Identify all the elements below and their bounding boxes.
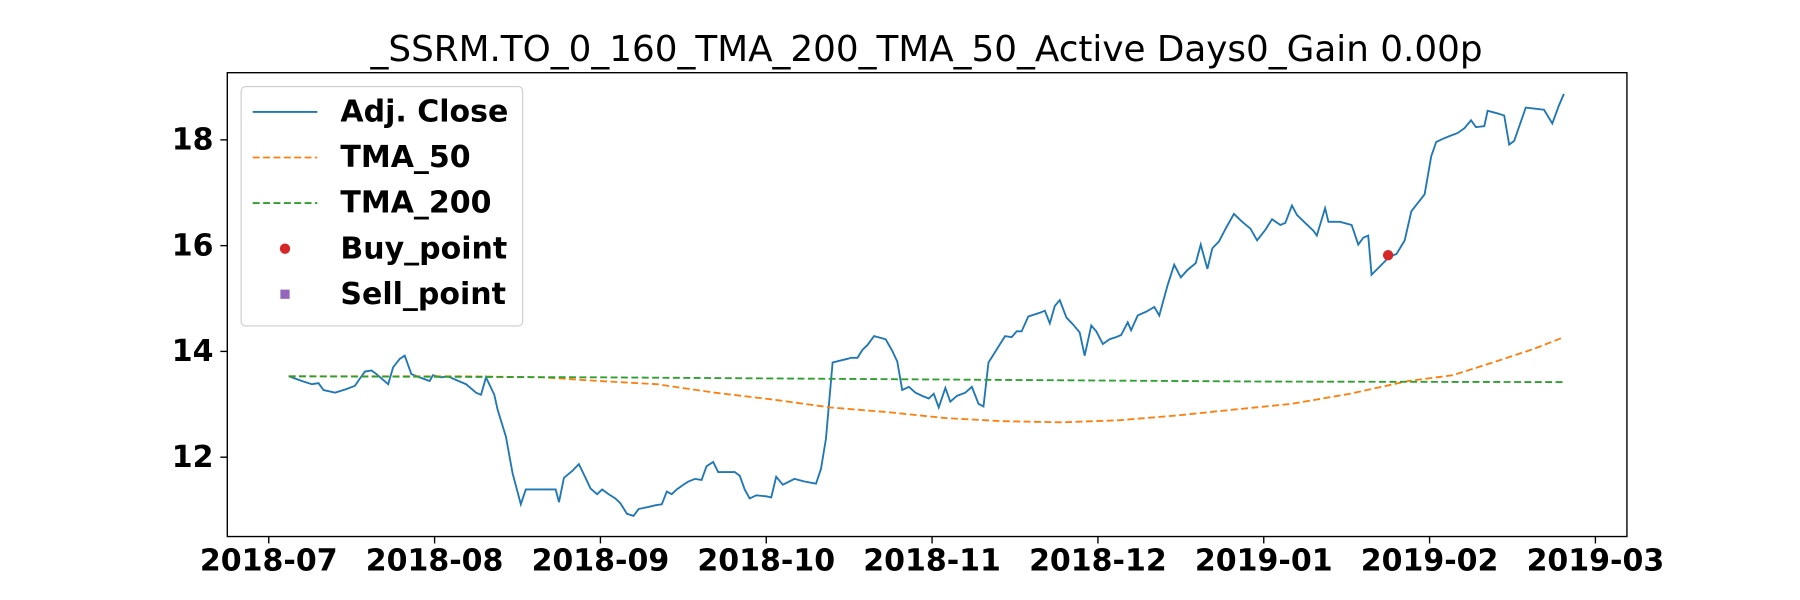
marker [279, 243, 291, 254]
marker [280, 289, 290, 299]
x-tick-label: 2018-12 [1029, 543, 1167, 578]
y-tick-label: 14 [172, 334, 214, 369]
x-tick-label: 2019-03 [1527, 543, 1665, 578]
series-line [288, 375, 1564, 384]
legend-label: TMA_200 [340, 186, 491, 221]
x-tick-label: 2019-01 [1195, 543, 1333, 578]
axes-frame [226, 72, 1628, 538]
legend-label: TMA_50 [340, 140, 470, 175]
y-tick-label: 16 [172, 228, 214, 263]
x-tick-label: 2019-02 [1361, 543, 1499, 578]
legend-label: Sell_point [340, 277, 506, 312]
legend-label: Buy_point [340, 231, 507, 266]
series-line [288, 93, 1565, 517]
y-tick-label: 18 [172, 123, 214, 158]
x-tick-label: 2018-09 [532, 543, 670, 578]
x-tick-label: 2018-08 [366, 543, 504, 578]
marker [1382, 249, 1394, 261]
series-line [288, 336, 1565, 424]
x-tick-label: 2018-11 [863, 543, 1001, 578]
legend-label: Adj. Close [340, 95, 508, 130]
x-tick-label: 2018-07 [200, 543, 338, 578]
chart-title: _SSRM.TO_0_160_TMA_200_TMA_50_Active Day… [370, 29, 1483, 70]
x-tick-label: 2018-10 [697, 543, 835, 578]
legend-box [240, 85, 524, 327]
y-tick-label: 12 [172, 440, 214, 475]
